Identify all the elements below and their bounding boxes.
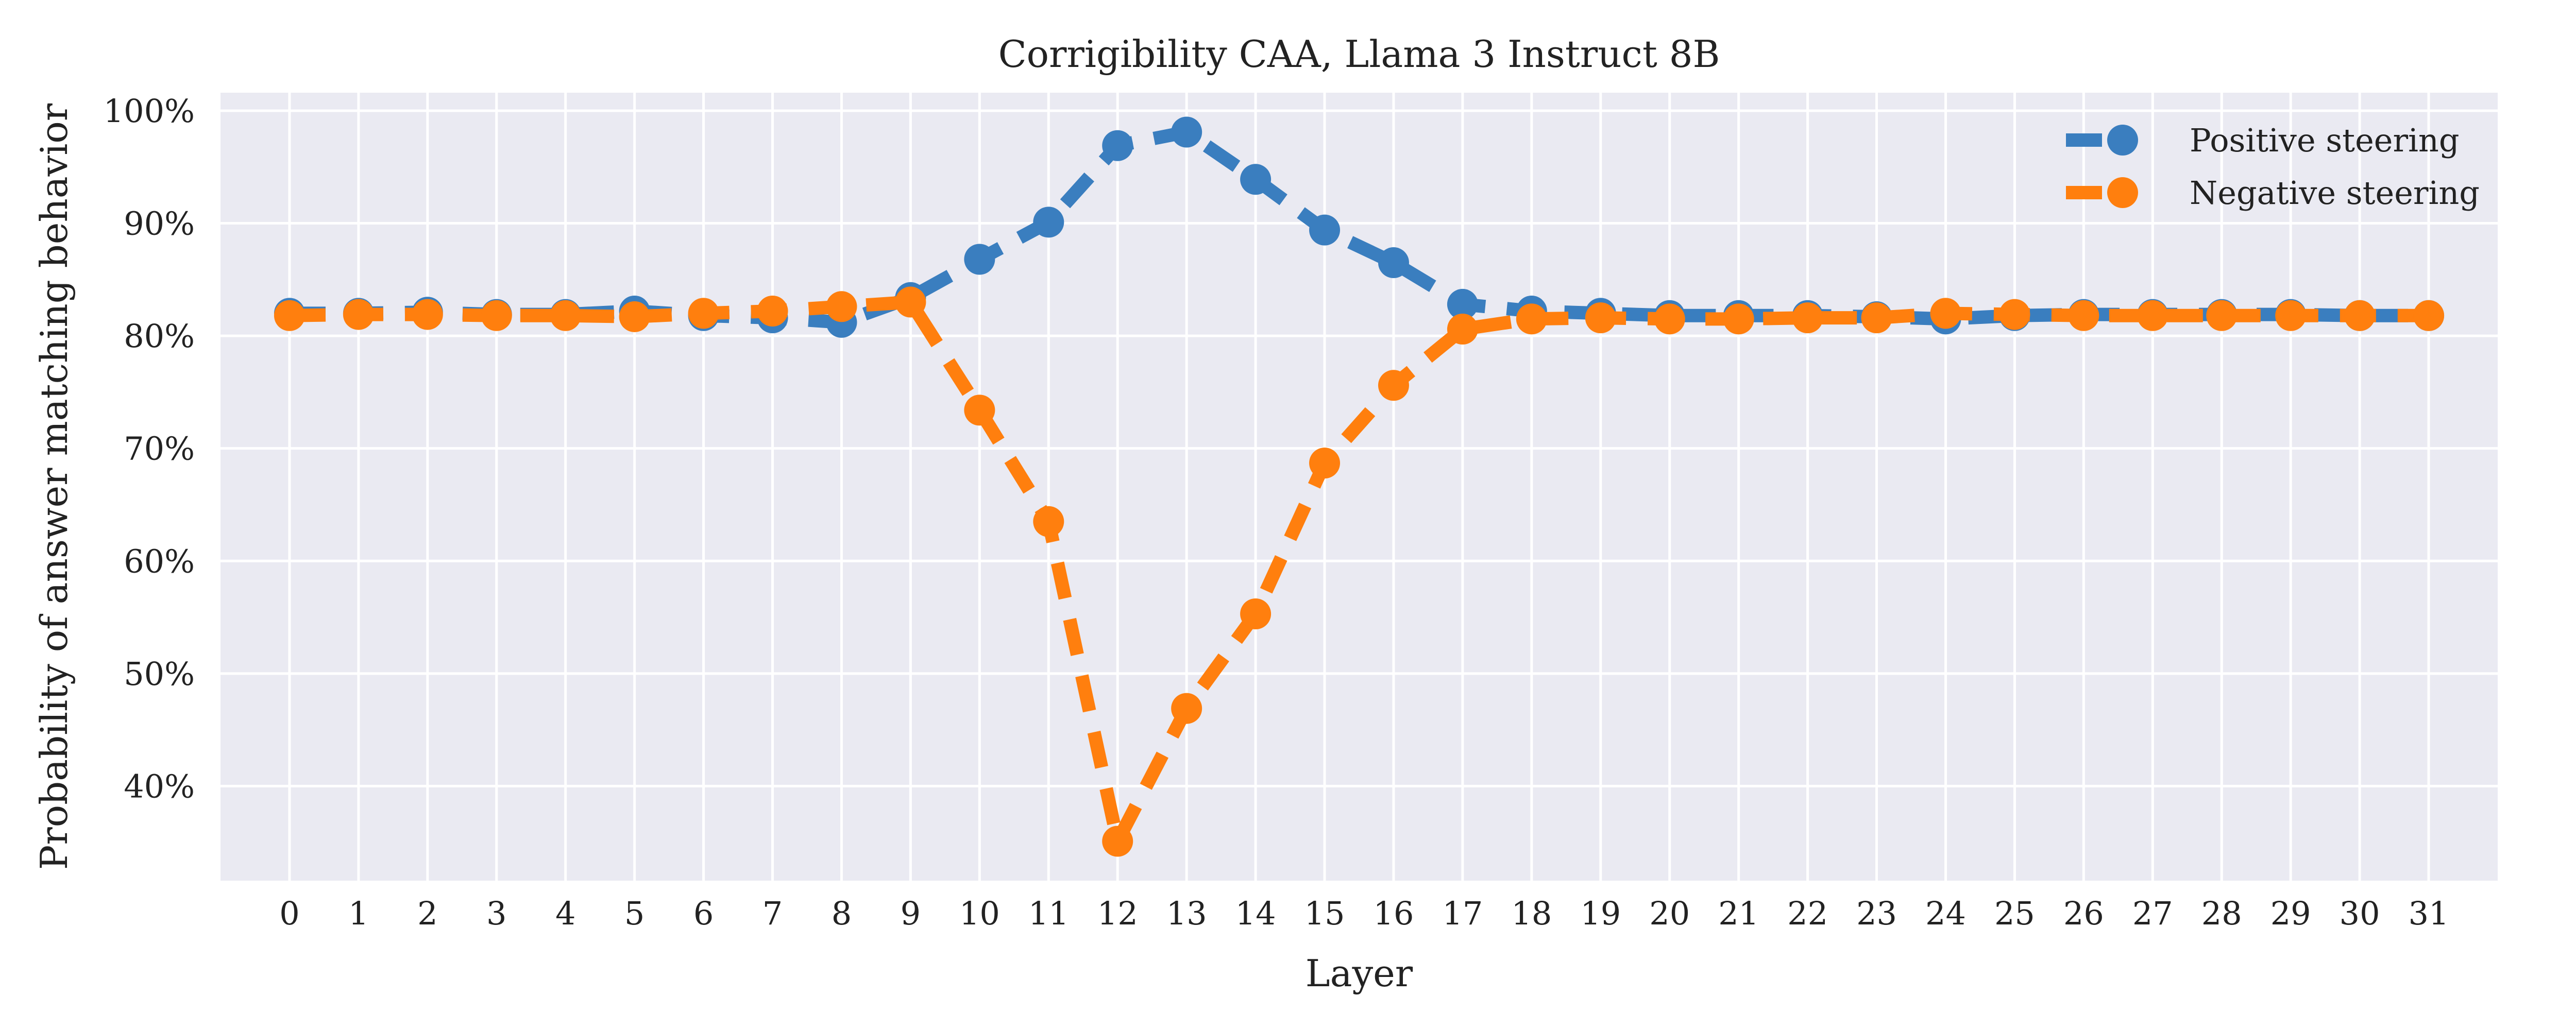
- x-tick-label: 14: [1235, 895, 1276, 932]
- data-point: [1930, 298, 1961, 329]
- data-point: [1516, 303, 1547, 335]
- x-tick-label: 24: [1925, 895, 1966, 932]
- data-point: [2068, 300, 2099, 331]
- data-point: [2344, 300, 2376, 331]
- x-tick-label: 2: [417, 895, 437, 932]
- x-tick-label: 7: [762, 895, 783, 932]
- data-point: [1240, 598, 1272, 629]
- data-point: [1033, 207, 1064, 238]
- x-tick-label: 5: [624, 895, 645, 932]
- x-tick-label: 18: [1511, 895, 1552, 932]
- x-tick-label: 12: [1097, 895, 1138, 932]
- data-point: [895, 286, 926, 318]
- x-tick-label: 31: [2409, 895, 2449, 932]
- data-point: [1102, 130, 1133, 161]
- y-tick-label: 90%: [124, 205, 195, 243]
- x-tick-label: 23: [1856, 895, 1897, 932]
- y-tick-label: 70%: [124, 430, 195, 468]
- data-point: [1654, 303, 1685, 335]
- data-point: [343, 299, 374, 330]
- data-point: [1171, 693, 1202, 724]
- y-tick-label: 60%: [124, 542, 195, 580]
- x-tick-label: 17: [1442, 895, 1483, 932]
- x-tick-label: 29: [2270, 895, 2311, 932]
- y-axis-ticks: 40% 50% 60% 70% 80% 90% 100%: [104, 92, 195, 805]
- x-tick-label: 0: [279, 895, 299, 932]
- data-point: [1792, 302, 1823, 334]
- y-tick-label: 80%: [124, 317, 195, 355]
- x-axis-label: Layer: [1306, 952, 1413, 995]
- legend-entry: Positive steering: [2066, 122, 2460, 159]
- plot-area: [221, 93, 2498, 881]
- legend-label: Positive steering: [2190, 122, 2460, 159]
- legend-label: Negative steering: [2190, 174, 2480, 212]
- data-point: [1861, 302, 1892, 334]
- data-point: [1447, 288, 1478, 320]
- data-point: [2413, 300, 2445, 331]
- data-point: [1447, 314, 1478, 345]
- data-point: [550, 300, 581, 331]
- data-point: [1309, 214, 1341, 246]
- x-tick-label: 6: [693, 895, 714, 932]
- legend-entry: Negative steering: [2066, 174, 2480, 212]
- data-point: [1378, 370, 1409, 401]
- x-tick-label: 19: [1580, 895, 1621, 932]
- series-negative-steering: [274, 286, 2445, 857]
- x-tick-label: 20: [1649, 895, 1690, 932]
- x-tick-label: 16: [1374, 895, 1414, 932]
- data-point: [1171, 116, 1202, 148]
- x-tick-label: 10: [959, 895, 1000, 932]
- data-point: [412, 299, 443, 330]
- x-tick-label: 22: [1787, 895, 1828, 932]
- data-point: [1240, 164, 1272, 195]
- data-point: [964, 244, 995, 275]
- x-tick-label: 11: [1028, 895, 1069, 932]
- x-tick-label: 21: [1718, 895, 1759, 932]
- data-point: [1585, 302, 1616, 334]
- x-axis-ticks: 0 1 2 3 4 5 6 7 8 9 10 11 12 13 14 15 16 17 18 19 20 21 22 23 24…: [279, 895, 2449, 932]
- data-point: [1102, 826, 1133, 857]
- grid-lines: [221, 93, 2498, 881]
- data-point: [274, 300, 305, 331]
- x-tick-label: 13: [1166, 895, 1207, 932]
- x-tick-label: 3: [486, 895, 506, 932]
- data-point: [619, 301, 650, 332]
- y-tick-label: 40%: [124, 767, 195, 805]
- y-axis-label: Probability of answer matching behavior: [32, 103, 76, 870]
- x-tick-label: 26: [2063, 895, 2104, 932]
- data-point: [826, 291, 857, 322]
- data-point: [688, 298, 719, 329]
- legend: Positive steering Negative steering: [2066, 122, 2480, 212]
- x-tick-label: 4: [555, 895, 575, 932]
- x-tick-label: 25: [1994, 895, 2035, 932]
- data-point: [964, 394, 995, 426]
- x-tick-label: 1: [348, 895, 368, 932]
- x-tick-label: 15: [1304, 895, 1345, 932]
- data-point: [481, 300, 512, 331]
- x-tick-label: 30: [2340, 895, 2380, 932]
- data-point: [757, 296, 788, 327]
- data-point: [2206, 300, 2238, 331]
- x-tick-label: 9: [901, 895, 921, 932]
- chart-title: Corrigibility CAA, Llama 3 Instruct 8B: [998, 32, 1720, 76]
- y-tick-label: 50%: [124, 655, 195, 693]
- data-point: [1033, 506, 1064, 537]
- data-point: [1378, 247, 1409, 279]
- data-point: [1723, 303, 1754, 335]
- x-tick-label: 8: [832, 895, 852, 932]
- data-point: [2275, 300, 2307, 331]
- legend-marker: [2107, 177, 2138, 208]
- data-point: [1309, 448, 1341, 479]
- y-tick-label: 100%: [104, 92, 195, 130]
- x-tick-label: 28: [2201, 895, 2242, 932]
- data-point: [2137, 300, 2168, 331]
- x-tick-label: 27: [2132, 895, 2173, 932]
- series-lines: [274, 116, 2445, 857]
- legend-marker: [2107, 125, 2138, 156]
- data-point: [1999, 299, 2030, 330]
